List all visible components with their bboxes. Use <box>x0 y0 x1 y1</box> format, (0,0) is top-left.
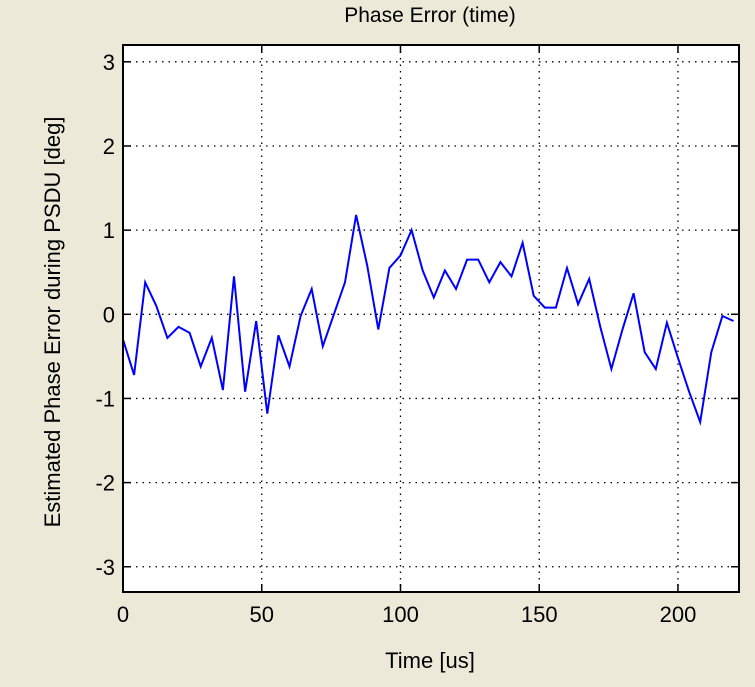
y-tick-label: -2 <box>95 471 115 496</box>
y-tick-label: 2 <box>103 134 115 159</box>
y-axis-label: Estimated Phase Error during PSDU [deg] <box>40 117 65 528</box>
x-tick-label: 200 <box>660 602 697 627</box>
y-tick-label: -1 <box>95 386 115 411</box>
y-tick-label: 1 <box>103 218 115 243</box>
y-tick-label: 0 <box>103 302 115 327</box>
x-tick-label: 100 <box>382 602 419 627</box>
x-tick-label: 50 <box>249 602 273 627</box>
axis-ticks: 0 50 100 150 200 -3 -2 -1 0 1 2 3 <box>95 45 739 627</box>
x-axis-label: Time [us] <box>385 648 475 673</box>
grid-lines <box>123 45 739 592</box>
x-tick-label: 150 <box>521 602 558 627</box>
series-line <box>122 214 734 426</box>
chart-title: Phase Error (time) <box>344 4 516 27</box>
x-tick-label: 0 <box>117 602 129 627</box>
series-layer <box>122 214 734 426</box>
plot-area <box>123 45 739 592</box>
y-tick-label: 3 <box>103 50 115 75</box>
y-tick-label: -3 <box>95 555 115 580</box>
plot-frame <box>122 44 740 593</box>
